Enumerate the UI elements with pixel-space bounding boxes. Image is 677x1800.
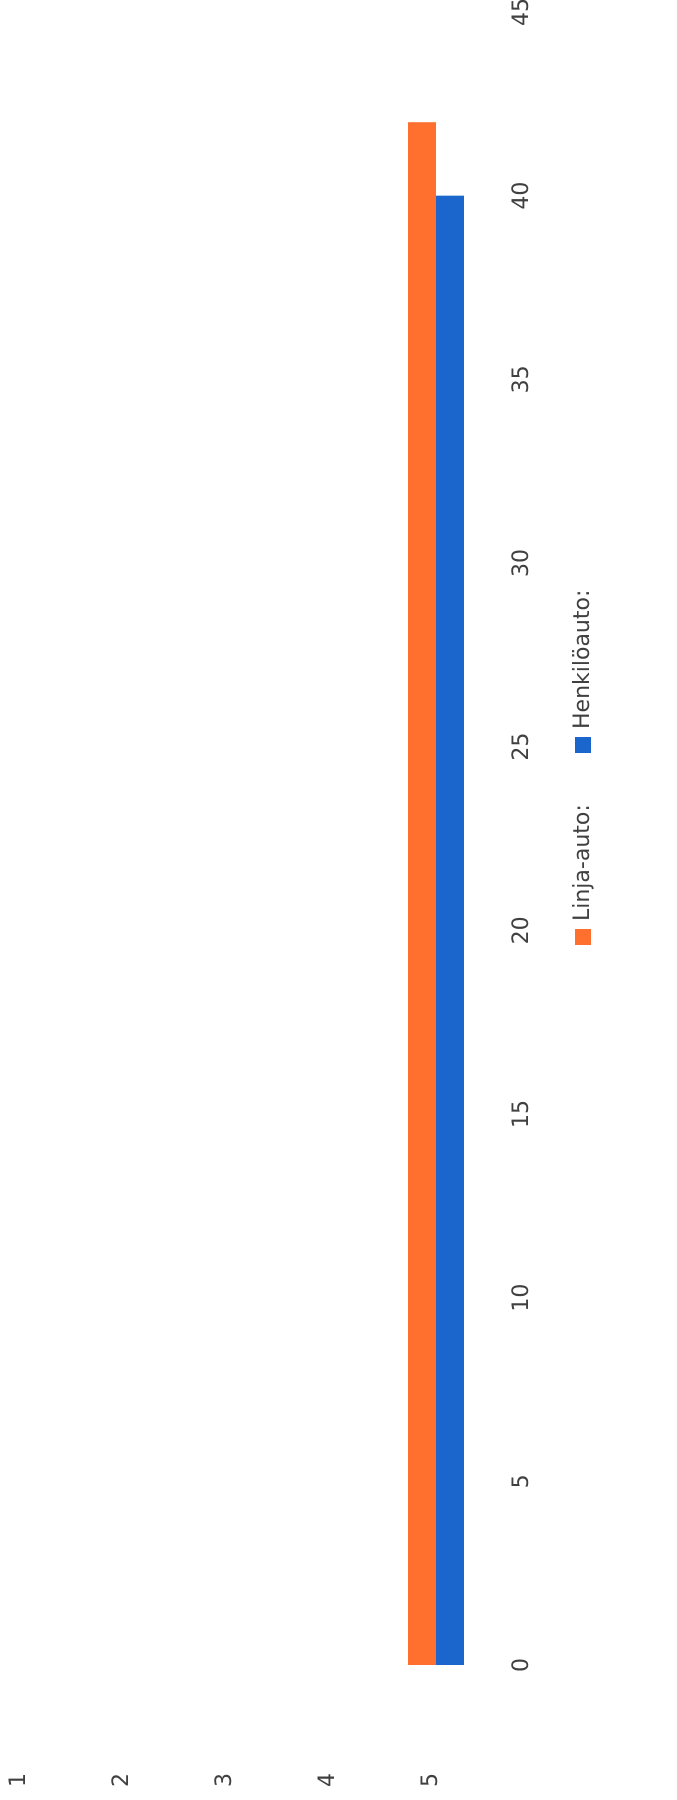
category-label: 1 [6, 1773, 31, 1787]
category-label: 5 [418, 1773, 443, 1787]
tick-label: 30 [509, 549, 534, 577]
category-labels: 1 2 3 4 5 [6, 1773, 443, 1787]
category-label: 4 [315, 1773, 340, 1787]
tick-label: 0 [509, 1658, 534, 1672]
bar [408, 122, 436, 1666]
tick-label: 45 [509, 0, 534, 26]
tick-label: 15 [509, 1100, 534, 1128]
tick-label: 35 [509, 365, 534, 393]
category-label: 3 [212, 1773, 237, 1787]
legend: Linja-auto: Henkilöauto: [570, 590, 595, 945]
legend-swatch [575, 929, 591, 945]
tick-label: 20 [509, 916, 534, 944]
category-label: 2 [109, 1773, 134, 1787]
tick-label: 25 [509, 733, 534, 761]
tick-label: 10 [509, 1284, 534, 1312]
legend-swatch [575, 737, 591, 753]
bars [408, 122, 464, 1666]
value-tick-labels: 0 5 10 15 20 25 30 35 40 45 [509, 0, 534, 1672]
bar [436, 195, 464, 1666]
tick-label: 5 [509, 1474, 534, 1488]
legend-label: Henkilöauto: [570, 590, 595, 729]
legend-label: Linja-auto: [570, 804, 595, 921]
tick-label: 40 [509, 182, 534, 210]
